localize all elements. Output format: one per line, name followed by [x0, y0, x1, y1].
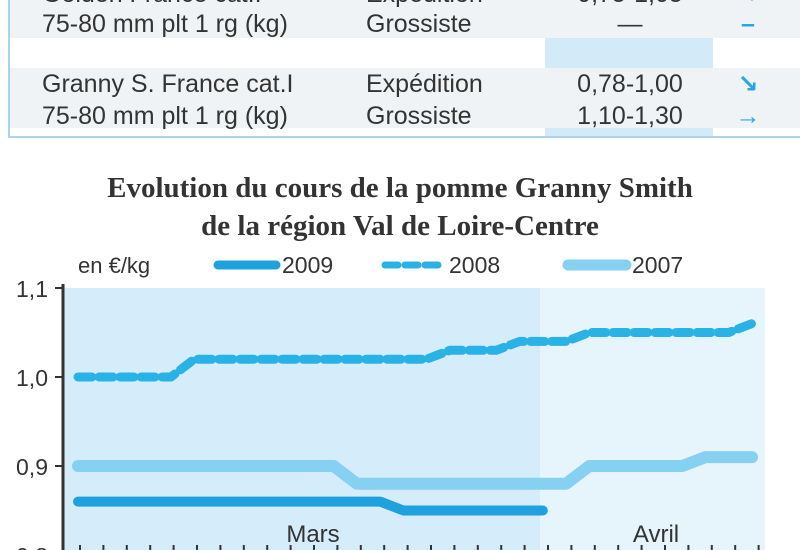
product-line-2: 75-80 mm plt 1 rg (kg) [42, 102, 288, 130]
stage-label: Grossiste [366, 102, 472, 130]
price-value: 0,78-1,00 [577, 70, 683, 98]
series-line-2009 [73, 496, 548, 516]
price-table: Golden France cat.I 75-80 mm plt 1 rg (k… [0, 0, 800, 138]
legend-label-2007: 2007 [632, 252, 683, 278]
table-border-left [8, 0, 10, 138]
product-line-2: 75-80 mm plt 1 rg (kg) [42, 10, 288, 38]
trend-down-arrow-icon: ↘ [737, 70, 759, 98]
x-month-label: Mars [286, 521, 339, 548]
y-axis-label: en €/kg [78, 253, 150, 278]
series-line-2007 [72, 451, 758, 490]
legend-label-2009: 2009 [282, 252, 333, 278]
stage-label: Expédition [366, 0, 483, 11]
series-line-2008 [73, 319, 757, 382]
y-tick-label: 0,8 [16, 543, 48, 550]
table-row: Golden France cat.I 75-80 mm plt 1 rg (k… [10, 0, 800, 38]
price-value: 0,75-1,05 [570, 0, 690, 11]
chart-subtitle: de la région Val de Loire-Centre [201, 210, 599, 242]
legend-label-2008: 2008 [449, 252, 500, 278]
trend-arrow-icon: → [728, 0, 768, 11]
price-value: 1,10-1,30 [577, 102, 683, 130]
y-tick-label: 1,1 [16, 276, 48, 302]
table-row: Granny S. France cat.I 75-80 mm plt 1 rg… [10, 68, 800, 130]
product-line-1: Granny S. France cat.I [42, 70, 294, 98]
y-tick-label: 0,9 [16, 454, 48, 480]
table-border-bottom [8, 136, 800, 138]
x-month-label: Avril [633, 521, 679, 548]
chart-title: Evolution du cours de la pomme Granny Sm… [107, 172, 693, 204]
price-value: — [617, 10, 643, 38]
y-tick-label: 1,0 [16, 365, 48, 391]
trend-right-arrow-icon: → [735, 102, 761, 130]
stage-label: Grossiste [366, 10, 472, 38]
stage-label: Expédition [366, 70, 483, 98]
trend-dash-icon: – [741, 10, 755, 38]
product-line-1: Golden France cat.I [42, 0, 262, 11]
